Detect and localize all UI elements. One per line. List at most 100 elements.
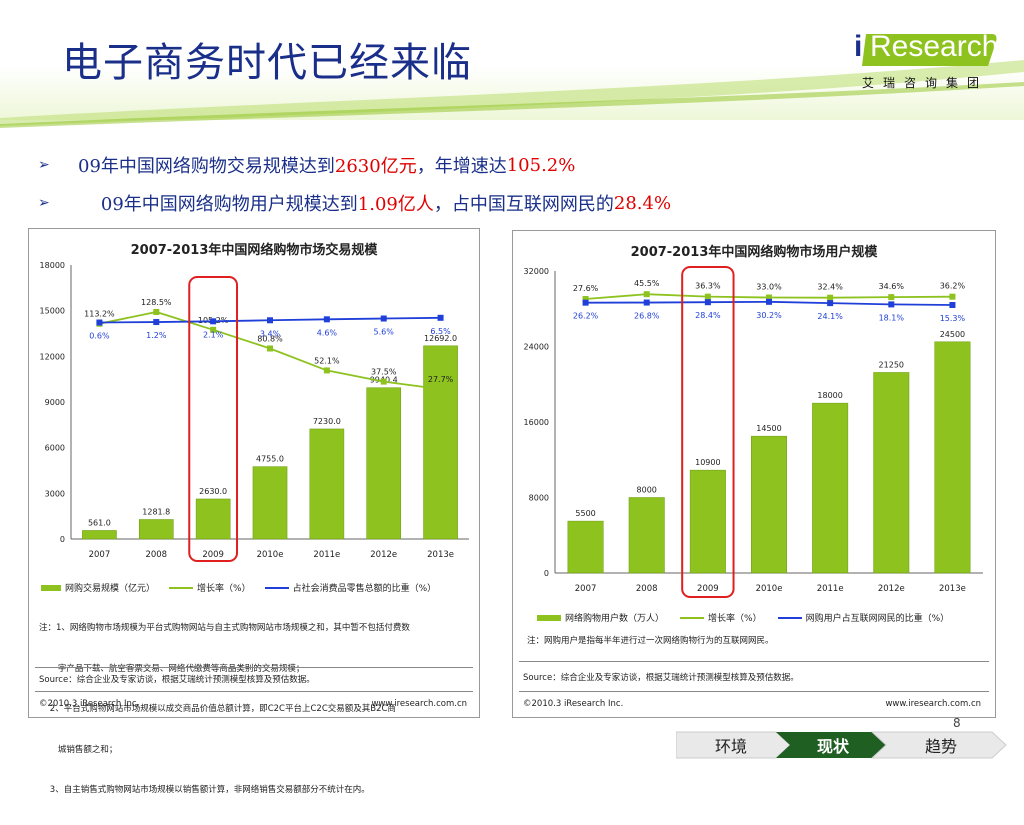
logo-word: Research (870, 30, 999, 63)
website-link[interactable]: www.iresearch.com.cn (371, 699, 467, 709)
bar (252, 466, 288, 540)
series-point-label: 26.8% (634, 312, 660, 321)
legend-line-swatch (264, 586, 289, 589)
series-point (153, 319, 160, 326)
note-line: 2、平台式购物网站市场规模以成交商品价值总额计算，即C2C平台上C2C交易额及其… (39, 704, 396, 714)
bar-value-label: 8000 (637, 486, 657, 495)
series-point (267, 345, 273, 352)
nav-arrows (676, 731, 1007, 759)
bar (689, 469, 726, 574)
nav-tab-environment[interactable]: 环境 (714, 737, 747, 756)
bullet-text: 09年中国网络购物用户规模达到 (78, 194, 358, 215)
y-tick-label: 16000 (524, 418, 549, 427)
series-point (949, 293, 956, 300)
bar-value-label: 561.0 (88, 518, 111, 527)
bar (138, 519, 174, 540)
bar-value-label: 14500 (756, 424, 781, 433)
series-point-label: 27.6% (573, 284, 599, 293)
series-point-label: 52.1% (314, 356, 340, 365)
bar-value-label: 4755.0 (256, 455, 284, 464)
x-tick-label: 2012e (370, 550, 397, 560)
bar (934, 341, 971, 574)
x-tick-label: 2008 (145, 550, 167, 560)
series-point (582, 299, 589, 306)
y-tick-label: 9000 (45, 398, 65, 407)
series-point (153, 308, 160, 315)
series-point-label: 5.6% (374, 328, 395, 337)
legend-bar-swatch (41, 584, 61, 591)
series-point (949, 302, 956, 309)
legend-label: 占社会消费品零售总额的比重（%） (292, 584, 437, 594)
bullet-list: ➢ 09年中国网络购物交易规模达到 2630亿元 ，年增速达 105.2% ➢ 09年… (38, 146, 671, 222)
x-tick-label: 2013e (939, 584, 966, 594)
series-point (582, 295, 589, 302)
right-chart-panel: 2007-2013年中国网络购物市场用户规模 0 8000 16000 24000 32… (512, 230, 996, 718)
series-point (210, 326, 217, 333)
chart-legend: 网购交易规模（亿元） 增长率（%） 占社会消费品零售总额的比重（%） (41, 581, 436, 594)
series-point (96, 319, 103, 326)
bar (751, 435, 787, 574)
note-line: 注：1、网络购物市场规模为平台式购物网站与自主式购物网站市场规模之和，其中暂不包… (39, 623, 410, 633)
series-point (267, 317, 273, 324)
series-point-label: 3.4% (260, 329, 281, 338)
y-tick-label: 0 (60, 535, 65, 544)
y-tick-label: 8000 (529, 494, 549, 503)
series-point (323, 367, 330, 374)
series-point-label: 37.5% (371, 368, 397, 377)
x-tick-label: 2013e (427, 550, 454, 560)
series-point-label: 28.4% (695, 311, 721, 320)
legend-line-swatch (680, 616, 705, 619)
series-point-label: 26.2% (573, 312, 599, 321)
y-tick-label: 32000 (524, 267, 549, 276)
y-tick-label: 6000 (45, 444, 65, 453)
header-band (0, 0, 1024, 128)
y-tick-label: 12000 (40, 352, 65, 361)
nav-tab-trend[interactable]: 趋势 (924, 737, 957, 756)
bar-value-label: 10900 (695, 458, 720, 467)
copyright: ©2010.3 iResearch Inc. (523, 699, 624, 709)
series-point (437, 314, 444, 321)
series-point-label: 36.2% (940, 282, 966, 291)
legend-line-swatch (777, 616, 802, 619)
series-point (437, 386, 444, 393)
y-tick-label: 24000 (524, 343, 549, 352)
website-link[interactable]: www.iresearch.com.cn (885, 699, 981, 709)
series-point (380, 378, 387, 385)
bar-value-label: 1281.8 (142, 507, 170, 516)
series-point (210, 318, 217, 325)
bar (423, 345, 458, 540)
x-tick-label: 2011e (817, 584, 844, 594)
section-nav: 环境 现状 趋势 (676, 730, 1016, 760)
series-point-label: 128.5% (141, 298, 172, 307)
series-point-label: 4.6% (317, 328, 338, 337)
bar-value-label: 21250 (879, 360, 904, 369)
legend-label: 网络购物用户数（万人） (565, 614, 665, 624)
series-point (380, 315, 387, 322)
bar (82, 530, 117, 540)
chart-source: Source：综合企业及专家访谈，根据艾瑞统计预测模型核算及预估数据。 (39, 675, 315, 685)
legend-label: 网购交易规模（亿元） (65, 584, 156, 594)
legend-line-swatch (169, 586, 194, 589)
nav-tab-status[interactable]: 现状 (816, 737, 849, 756)
series-point-label: 34.6% (879, 282, 905, 291)
header-swoosh (0, 60, 1024, 128)
series-point-label: 33.0% (756, 283, 782, 292)
series-point-label: 15.3% (940, 314, 966, 323)
y-tick-label: 15000 (40, 307, 65, 316)
note-line: 3、自主销售式购物网站市场规模以销售额计算，非网络销售交易额部分不统计在内。 (39, 785, 370, 795)
bar (873, 372, 910, 574)
bullet-text: ，占中国互联网网民的 (433, 194, 614, 215)
divider (35, 667, 473, 668)
arrow-bullet-icon: ➢ (38, 195, 50, 211)
bar-value-label: 7230.0 (313, 417, 341, 426)
logo-badge (862, 34, 997, 66)
series-point-label: 1.2% (146, 331, 167, 340)
series-point (323, 316, 330, 323)
divider (35, 691, 473, 692)
series-point-label: 30.2% (756, 311, 782, 320)
series-point-label: 80.8% (257, 334, 283, 343)
y-tick-label: 3000 (45, 489, 65, 498)
bullet-highlight: 105.2% (506, 154, 576, 176)
series-point (888, 301, 895, 308)
highlight-box (188, 276, 239, 562)
